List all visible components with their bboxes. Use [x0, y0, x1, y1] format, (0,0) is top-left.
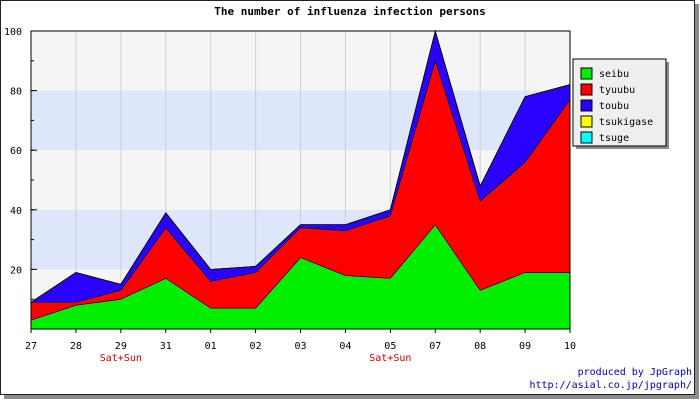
y-tick-label: 100	[4, 27, 22, 38]
legend-swatch-seibu	[580, 67, 593, 80]
legend-label-toubu: toubu	[599, 101, 629, 112]
y-tick-label: 80	[10, 87, 22, 98]
legend-swatch-tyuubu	[580, 83, 593, 96]
y-tick-label: 40	[10, 206, 22, 217]
y-tick-label: 60	[10, 146, 22, 157]
x-tick-label: 05	[384, 341, 396, 352]
x-tick-label: 01	[205, 341, 217, 352]
x-tick-label: 28	[70, 341, 82, 352]
weekend-note: Sat+Sun	[369, 353, 411, 364]
x-tick-label: 27	[25, 341, 37, 352]
x-tick-label: 07	[429, 341, 441, 352]
x-tick-label: 10	[564, 341, 576, 352]
legend-swatch-tsuge	[580, 131, 593, 144]
x-tick-label: 31	[160, 341, 172, 352]
chart-title: The number of influenza infection person…	[214, 5, 486, 18]
credit-text: produced by JpGraph	[577, 367, 692, 378]
credit-link[interactable]: http://asial.co.jp/jpgraph/	[529, 380, 692, 391]
x-tick-label: 29	[115, 341, 127, 352]
legend-label-tsuge: tsuge	[599, 133, 629, 144]
y-tick-label: 20	[10, 265, 22, 276]
legend-label-seibu: seibu	[599, 69, 629, 80]
x-tick-label: 02	[250, 341, 262, 352]
legend-swatch-toubu	[580, 99, 593, 112]
x-tick-label: 08	[474, 341, 486, 352]
weekend-note: Sat+Sun	[100, 353, 142, 364]
x-tick-label: 03	[294, 341, 306, 352]
legend-label-tsukigase: tsukigase	[599, 117, 653, 128]
legend-swatch-tsukigase	[580, 115, 593, 128]
legend-label-tyuubu: tyuubu	[599, 85, 635, 96]
x-tick-label: 04	[339, 341, 351, 352]
x-tick-label: 09	[519, 341, 531, 352]
